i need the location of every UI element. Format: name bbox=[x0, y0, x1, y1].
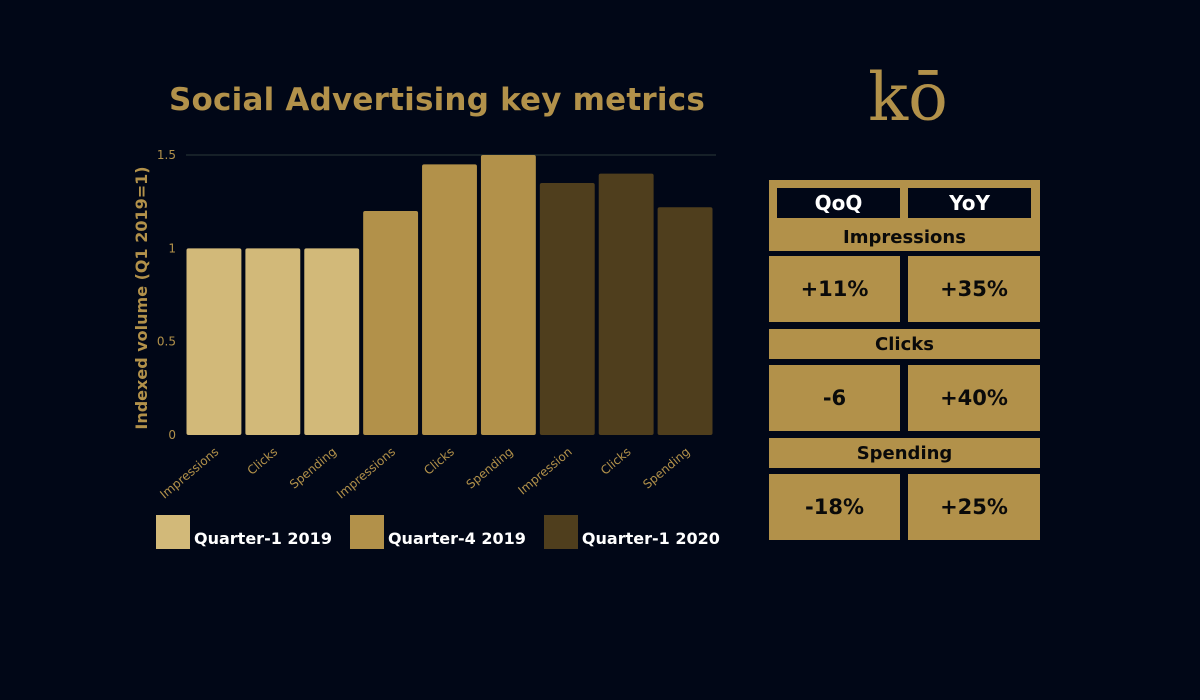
legend-label: Quarter-1 2020 bbox=[581, 528, 720, 548]
y-tick-label: 1.5 bbox=[157, 148, 176, 162]
legend-label: Quarter-4 2019 bbox=[387, 528, 526, 548]
y-tick-label: 1 bbox=[168, 241, 176, 255]
x-tick-label: Clicks bbox=[598, 445, 634, 478]
clicks-qoq-value: -6 bbox=[769, 365, 900, 431]
legend-swatch bbox=[349, 515, 384, 549]
section-label-spending: Spending bbox=[769, 438, 1040, 468]
impressions-qoq-value: +11% bbox=[769, 256, 900, 322]
legend-swatch bbox=[543, 515, 578, 549]
bar bbox=[363, 211, 419, 435]
header-qoq: QoQ bbox=[777, 188, 900, 218]
legend: Quarter-1 2019 Quarter-4 2019 Quarter-1 … bbox=[156, 515, 738, 549]
bar bbox=[304, 248, 360, 435]
spending-qoq-value: -18% bbox=[769, 474, 900, 540]
legend-item-q1-2019: Quarter-1 2019 bbox=[156, 515, 332, 549]
x-tick-label: Clicks bbox=[245, 445, 281, 478]
y-tick-label: 0 bbox=[168, 428, 176, 442]
section-label-clicks: Clicks bbox=[769, 329, 1040, 359]
legend-item-q1-2020: Quarter-1 2020 bbox=[543, 515, 720, 549]
x-tick-label: Spending bbox=[464, 445, 516, 492]
spending-yoy-value: +25% bbox=[908, 474, 1040, 540]
legend-swatch bbox=[156, 515, 190, 549]
clicks-yoy-value: +40% bbox=[908, 365, 1040, 431]
x-tick-label: Impressions bbox=[157, 445, 221, 502]
legend-label: Quarter-1 2019 bbox=[194, 528, 332, 548]
bar bbox=[422, 164, 477, 436]
y-tick-label: 0.5 bbox=[157, 335, 176, 349]
bar bbox=[657, 207, 713, 435]
bar bbox=[598, 173, 654, 435]
legend-item-q4-2019: Quarter-4 2019 bbox=[349, 515, 526, 549]
brand-logo: kō bbox=[868, 59, 948, 136]
bar bbox=[186, 248, 242, 435]
x-tick-label: Impressions bbox=[334, 445, 398, 502]
impressions-yoy-value: +35% bbox=[908, 256, 1040, 322]
y-axis-label: Indexed volume (Q1 2019=1) bbox=[132, 166, 151, 429]
x-tick-label: Impression bbox=[515, 445, 574, 498]
x-tick-label: Spending bbox=[287, 445, 339, 492]
bar bbox=[480, 155, 536, 435]
bar bbox=[245, 248, 301, 435]
bar bbox=[539, 183, 595, 435]
x-tick-label: Spending bbox=[640, 445, 692, 492]
header-yoy: YoY bbox=[908, 188, 1031, 218]
plot-area: 0 0.5 1 1.5 Indexed volume (Q1 2019=1) Impres… bbox=[132, 148, 716, 502]
chart-title: Social Advertising key metrics bbox=[169, 82, 705, 118]
x-tick-label: Clicks bbox=[421, 445, 457, 478]
section-label-impressions: Impressions bbox=[769, 224, 1040, 251]
